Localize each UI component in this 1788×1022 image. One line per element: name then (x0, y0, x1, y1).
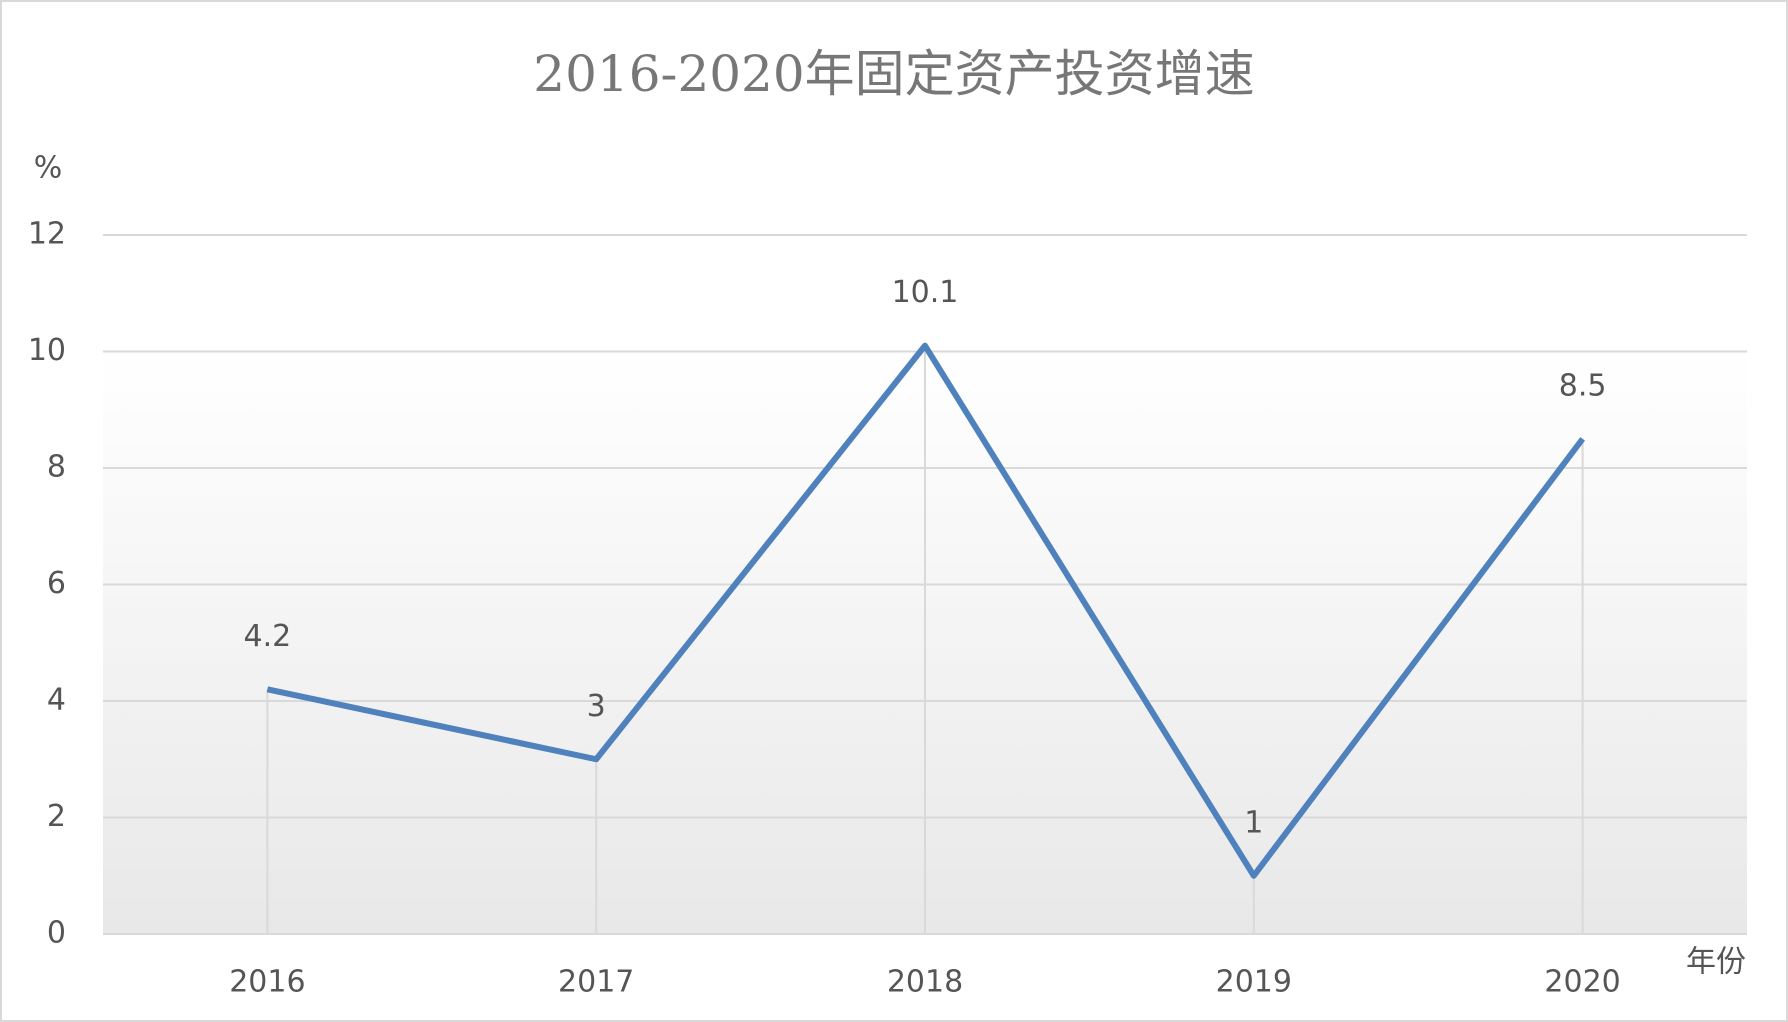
y-tick-label: 10 (28, 333, 66, 368)
y-tick-label: 4 (47, 683, 66, 718)
x-tick-label: 2019 (1216, 965, 1292, 1000)
y-tick-label: 2 (47, 799, 66, 834)
x-tick-label: 2020 (1544, 965, 1620, 1000)
x-tick-label: 2016 (229, 965, 305, 1000)
data-label: 10.1 (892, 275, 959, 310)
x-tick-label: 2017 (558, 965, 634, 1000)
y-tick-label: 0 (47, 916, 66, 951)
data-label: 8.5 (1559, 368, 1607, 403)
x-axis-label: 年份 (1686, 945, 1746, 980)
data-label: 1 (1244, 805, 1263, 840)
line-series (266, 342, 1585, 879)
y-tick-label: 6 (47, 566, 66, 601)
y-tick-label: 8 (47, 450, 66, 485)
chart-title: 2016-2020年固定资产投资增速 (533, 45, 1254, 103)
y-tick-label: 12 (28, 217, 66, 252)
x-tick-label: 2018 (887, 965, 963, 1000)
y-axis-label: % (34, 151, 63, 186)
data-label: 3 (587, 689, 606, 724)
data-label: 4.2 (244, 619, 292, 654)
